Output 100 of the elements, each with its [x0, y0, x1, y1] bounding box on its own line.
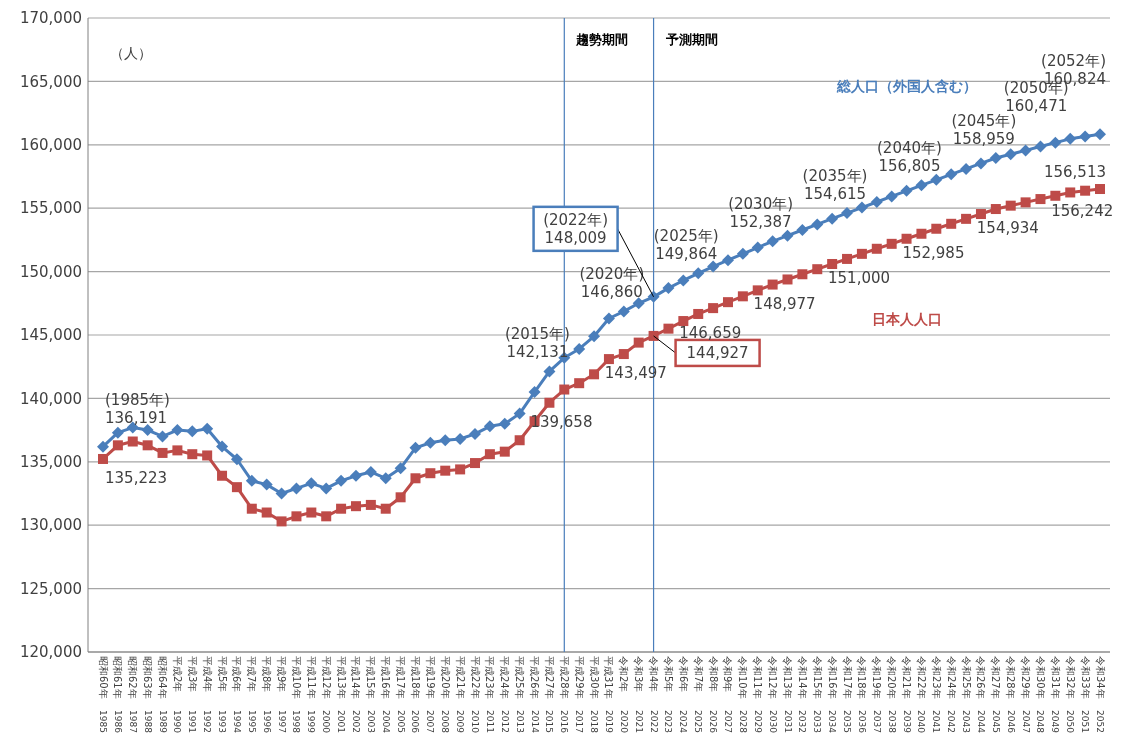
x-tick-label: 平成11年 1999: [305, 656, 317, 734]
x-tick-label: 令和17年 2035: [841, 656, 853, 733]
category-label: 平成3年 1991: [186, 656, 198, 733]
x-tick-label: 令和12年 2030: [767, 656, 779, 734]
x-tick-label: 令和31年 2049: [1049, 656, 1061, 734]
data-label: 152,985: [902, 243, 965, 262]
x-tick-label: 平成10年 1998: [290, 656, 302, 734]
data-label: 148,977: [753, 294, 816, 313]
y-tick-label: 140,000: [19, 389, 82, 408]
text: 日本人人口: [871, 310, 942, 327]
data-label: (2022年) 148,009: [543, 210, 609, 247]
x-tick-label: 平成21年 2009: [454, 656, 466, 734]
category-label: 平成9年 1997: [276, 656, 288, 733]
data-label: (1985年) 136,191: [105, 390, 170, 427]
x-tick-label: 昭和63年 1988: [142, 656, 154, 734]
data-label: 156,242: [1051, 202, 1114, 221]
x-tick-label: 令和34年 2052: [1094, 656, 1106, 733]
x-tick-label: 令和10年 2028: [737, 656, 749, 734]
y-tick-label: 150,000: [19, 262, 82, 281]
x-tick-label: 令和28年 2046: [1005, 656, 1017, 734]
x-tick-label: 昭和64年 1989: [157, 656, 169, 734]
data-label: 135,223: [105, 468, 168, 487]
y-tick-label: 155,000: [19, 199, 82, 218]
x-tick-label: 平成23年 2011: [484, 656, 496, 733]
ref-line-label: 趨勢期間: [575, 32, 629, 47]
x-tick-label: 令和15年 2033: [811, 656, 823, 733]
category-label: 令和6年 2024: [677, 656, 689, 733]
x-tick-label: 平成27年 2015: [543, 656, 555, 733]
x-tick-label: 令和16年 2034: [826, 656, 838, 734]
x-tick-label: 平成19年 2007: [424, 656, 436, 733]
data-label: 144,927: [686, 343, 749, 362]
x-tick-label: 平成24年 2012: [499, 656, 511, 733]
data-label: 151,000: [828, 268, 891, 287]
x-tick-label: 令和21年 2039: [901, 656, 913, 734]
data-label: (2020年) 146,860: [579, 265, 645, 302]
y-tick-label: 145,000: [19, 326, 82, 345]
y-tick-label: 120,000: [19, 643, 82, 662]
x-tick-label: 令和25年 2043: [960, 656, 972, 733]
x-tick-label: 平成16年 2004: [380, 656, 392, 734]
x-tick-label: 令和22年 2040: [915, 656, 927, 734]
x-tick-label: 令和13年 2031: [782, 656, 794, 733]
data-label: (2045年) 158,959: [951, 112, 1017, 148]
x-tick-label: 平成18年 2006: [409, 656, 421, 734]
x-tick-label: 平成26年 2014: [529, 656, 541, 734]
category-label: 令和3年 2021: [633, 656, 645, 733]
data-label: 156,513: [1043, 163, 1106, 182]
category-label: 令和4年 2022: [648, 656, 660, 733]
x-tick-label: 令和14年 2032: [796, 656, 808, 733]
x-tick-label: 令和19年 2037: [871, 656, 883, 733]
ref-line-label: 予測期間: [664, 32, 718, 47]
x-tick-label: 昭和60年 1985: [97, 656, 109, 733]
y-tick-label: 125,000: [19, 579, 82, 598]
category-label: 平成4年 1992: [201, 656, 213, 733]
x-tick-label: 平成12年 2000: [320, 656, 332, 734]
x-tick-label: 平成31年 2019: [603, 656, 615, 734]
category-label: 平成5年 1993: [216, 656, 228, 733]
x-tick-label: 令和32年 2050: [1064, 656, 1076, 734]
category-label: 令和2年 2020: [618, 656, 630, 733]
text: 総人口（外国人含む）: [835, 77, 977, 94]
category-label: 平成2年 1990: [171, 656, 183, 733]
x-tick-label: 令和24年 2042: [945, 656, 957, 733]
category-label: 令和8年 2026: [707, 656, 719, 733]
x-tick-label: 昭和61年 1986: [112, 656, 124, 734]
data-label: (2025年) 149,864: [653, 227, 719, 264]
category-label: 平成8年 1996: [261, 656, 273, 733]
y-tick-label: 170,000: [19, 9, 82, 28]
x-tick-label: 令和26年 2044: [975, 656, 987, 734]
x-tick-label: 令和23年 2041: [930, 656, 942, 733]
y-axis-title: （人）: [110, 45, 152, 61]
x-tick-label: 平成30年 2018: [588, 656, 600, 734]
x-tick-label: 平成15年 2003: [365, 656, 377, 733]
x-tick-label: 令和11年 2029: [752, 656, 764, 734]
category-label: 令和5年 2023: [662, 656, 674, 733]
x-tick-label: 昭和62年 1987: [127, 656, 139, 733]
data-label: (2035年) 154,615: [802, 167, 868, 204]
x-tick-label: 令和33年 2051: [1079, 656, 1091, 733]
x-tick-label: 平成29年 2017: [573, 656, 585, 733]
y-tick-label: 160,000: [19, 136, 82, 155]
x-tick-label: 平成28年 2016: [558, 656, 570, 734]
data-label: (2030年) 152,387: [728, 195, 794, 232]
category-label: 平成7年 1995: [246, 656, 258, 733]
x-tick-label: 令和29年 2047: [1020, 656, 1032, 733]
x-tick-label: 令和30年 2048: [1034, 656, 1046, 734]
data-label: (2040年) 156,805: [876, 139, 942, 176]
x-tick-label: 平成13年 2001: [335, 656, 347, 733]
category-label: 令和7年 2025: [692, 656, 704, 733]
y-tick-label: 165,000: [19, 72, 82, 91]
data-label: 154,934: [976, 219, 1039, 238]
x-tick-label: 令和27年 2045: [990, 656, 1002, 733]
category-label: 平成6年 1994: [231, 656, 243, 733]
x-tick-label: 令和18年 2036: [856, 656, 868, 734]
category-label: 令和9年 2027: [722, 656, 734, 733]
y-tick-label: 135,000: [19, 453, 82, 472]
x-tick-label: 平成25年 2013: [514, 656, 526, 733]
y-tick-label: 130,000: [19, 516, 82, 535]
x-tick-label: 平成22年 2010: [469, 656, 481, 734]
data-label: 146,659: [679, 323, 742, 342]
x-tick-label: 平成20年 2008: [439, 656, 451, 734]
x-tick-label: 平成14年 2002: [350, 656, 362, 733]
x-tick-label: 令和20年 2038: [886, 656, 898, 734]
